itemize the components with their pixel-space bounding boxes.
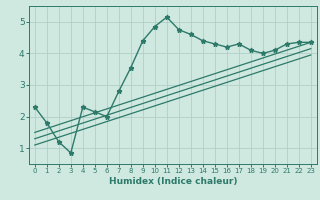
X-axis label: Humidex (Indice chaleur): Humidex (Indice chaleur)	[108, 177, 237, 186]
